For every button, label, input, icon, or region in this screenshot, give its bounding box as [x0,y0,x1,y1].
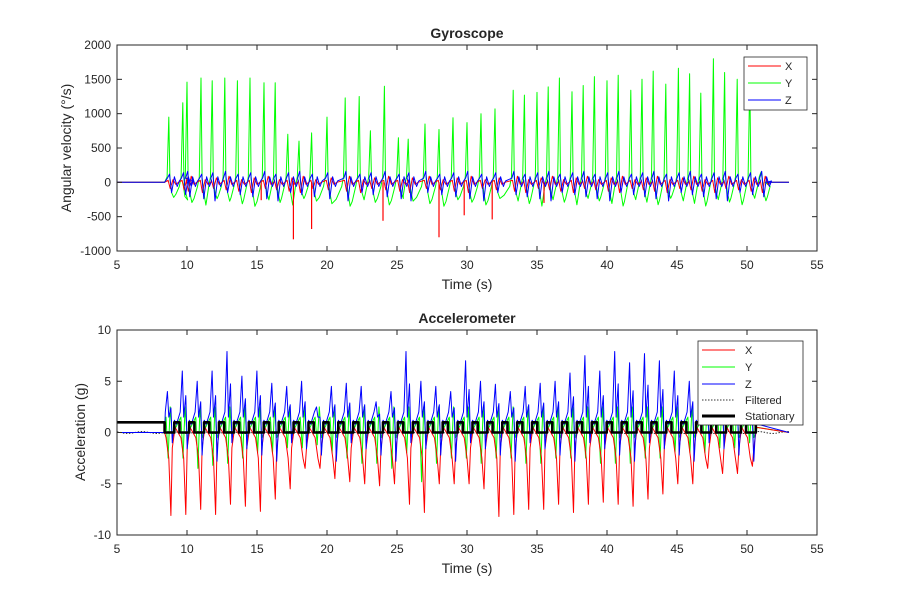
y-tick-label: 500 [91,141,111,155]
gyroscope-x-axis-label: Time (s) [442,276,493,292]
accelerometer-x-axis-label: Time (s) [442,560,493,576]
x-tick-label: 40 [600,542,614,556]
accelerometer-axes: 5 10 15 20 25 30 35 40 45 50 55 -10 -5 0 5 10 [94,323,824,556]
x-tick-label: 55 [810,258,824,272]
x-tick-label: 25 [390,542,404,556]
y-tick-label: 5 [104,374,111,388]
gyroscope-series-layer [117,58,789,240]
x-tick-label: 25 [390,258,404,272]
x-tick-label: 5 [114,542,121,556]
y-tick-label: 10 [98,323,112,337]
accel-stationary-series [117,420,761,434]
gyroscope-title: Gyroscope [430,25,503,41]
x-tick-label: 10 [180,258,194,272]
accelerometer-legend-stationary-label: Stationary [745,411,795,423]
accelerometer-series-layer [117,351,790,517]
y-tick-label: 0 [104,175,111,189]
y-tick-label: 1500 [84,72,111,86]
x-tick-label: 15 [250,542,264,556]
x-tick-label: 5 [114,258,121,272]
x-tick-label: 35 [530,258,544,272]
x-tick-label: 30 [460,258,474,272]
accel-z-series [117,351,790,462]
accel-y-series [117,406,790,483]
x-tick-label: 10 [180,542,194,556]
x-tick-label: 40 [600,258,614,272]
accelerometer-legend-box [697,340,804,426]
x-tick-label: 50 [740,542,754,556]
gyroscope-axes: 5 10 15 20 25 30 35 40 45 50 55 -1000 -500 0 500 1000 15… [80,38,824,272]
gyroscope-plot-area [117,45,817,251]
x-tick-label: 55 [810,542,824,556]
gyro-z-series [117,170,789,202]
x-tick-label: 50 [740,258,754,272]
accelerometer-legend-filtered-label: Filtered [745,395,782,407]
y-tick-label: 2000 [84,38,111,52]
accelerometer-legend-z-label: Z [745,379,752,391]
y-tick-label: -1000 [80,244,111,258]
accelerometer-y-axis-label: Acceleration (g) [72,383,88,481]
y-tick-label: -10 [94,528,112,542]
gyroscope-y-axis-label: Angular velocity (°/s) [58,84,74,213]
x-tick-label: 45 [670,542,684,556]
x-tick-label: 20 [320,542,334,556]
x-tick-label: 35 [530,542,544,556]
y-tick-label: -5 [100,477,111,491]
gyroscope-panel: 5 10 15 20 25 30 35 40 45 50 55 -1000 -500 0 500 1000 15… [58,25,824,292]
gyroscope-legend: X Y Z [743,56,808,111]
x-tick-label: 15 [250,258,264,272]
y-tick-label: 1000 [84,107,111,121]
accelerometer-panel: 5 10 15 20 25 30 35 40 45 50 55 -10 -5 0 5 10 Accelerom… [72,310,824,576]
accelerometer-legend-x-label: X [745,345,753,357]
x-tick-label: 20 [320,258,334,272]
y-tick-label: -500 [87,210,111,224]
gyroscope-legend-y-label: Y [785,78,793,90]
x-tick-label: 30 [460,542,474,556]
y-tick-label: 0 [104,426,111,440]
x-tick-label: 45 [670,258,684,272]
gyroscope-legend-x-label: X [785,61,793,73]
gyroscope-legend-z-label: Z [785,95,792,107]
accelerometer-legend-y-label: Y [745,362,753,374]
accelerometer-legend: X Y Z Filtered Stationary [697,340,804,426]
accelerometer-title: Accelerometer [418,310,516,326]
